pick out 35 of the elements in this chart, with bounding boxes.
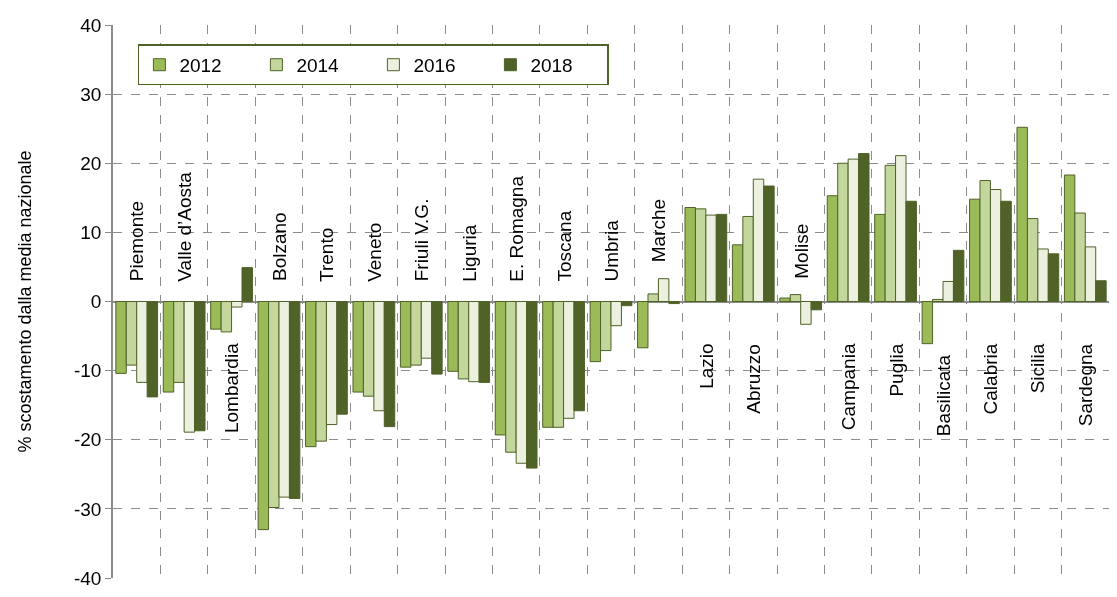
x-tick-label: Liguria [458,224,480,282]
x-tick-label: Sardegna [1075,343,1097,427]
x-tick-label: Puglia [885,343,907,397]
y-tick-label: -40 [73,567,102,589]
x-tick-label: Umbria [600,219,622,282]
x-tick-label: Bolzano [269,212,290,281]
x-tick-label: Marche [647,198,669,263]
x-tick-label: E. Romagna [505,175,527,282]
x-tick-label: Calabria [980,343,1002,415]
y-tick-label: 40 [80,14,102,36]
x-tick-label: Lazio [695,343,717,389]
legend-label: 2016 [413,55,456,77]
x-tick-label: Valle d’Aosta [173,171,195,282]
y-tick-label: -10 [73,360,102,382]
y-tick-label: -30 [73,498,102,520]
legend-label: 2014 [296,55,340,77]
x-tick-label: Basilicata [932,354,954,437]
legend-label: 2018 [530,55,573,77]
x-tick-label: Campania [838,343,860,431]
y-axis-title: % scostamento dalla media nazionale [14,150,35,453]
x-tick-label: Toscana [553,210,575,282]
x-tick-label: Abruzzo [742,344,764,414]
y-tick-label: -20 [73,429,102,451]
x-tick-label: Molise [790,223,812,279]
x-tick-label: Sicilia [1027,343,1049,394]
y-tick-label: 10 [80,222,102,244]
y-tick-label: 0 [90,291,102,313]
x-tick-label: Piemonte [126,200,148,282]
y-tick-label: 30 [80,83,102,105]
x-tick-label: Lombardia [221,342,243,434]
x-tick-label: Friuli V.G. [411,198,433,282]
legend-label: 2012 [179,55,222,77]
y-tick-label: 20 [80,152,102,174]
x-tick-label: Veneto [363,222,385,282]
x-tick-label: Trento [315,227,337,282]
